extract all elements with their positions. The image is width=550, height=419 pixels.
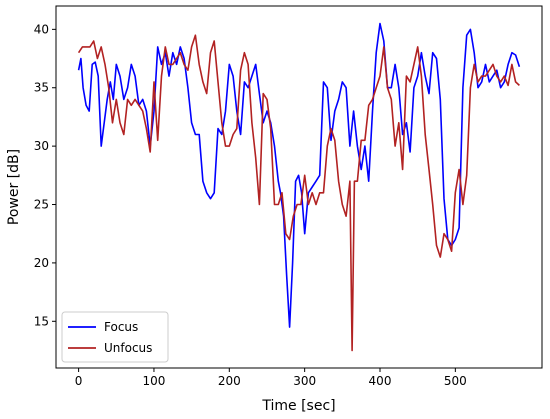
series-layer bbox=[77, 22, 521, 352]
series-line-focus bbox=[77, 22, 521, 328]
x-tick-label: 300 bbox=[293, 374, 316, 388]
legend-box bbox=[61, 311, 169, 363]
y-axis-label: Power [dB] bbox=[6, 149, 22, 225]
x-tick-label: 0 bbox=[75, 374, 83, 388]
y-tick-label: 25 bbox=[34, 198, 49, 212]
y-tick-label: 30 bbox=[34, 139, 49, 153]
x-tick-label: 100 bbox=[143, 374, 166, 388]
y-tick-label: 15 bbox=[34, 314, 49, 328]
y-tick-label: 20 bbox=[34, 256, 49, 270]
x-axis-label: Time [sec] bbox=[261, 398, 335, 414]
x-tick-label: 500 bbox=[444, 374, 467, 388]
x-axis-ticks: 0 100 200 300 400 500 bbox=[75, 368, 467, 388]
y-tick-label: 40 bbox=[34, 22, 49, 36]
y-axis-ticks: 15 20 25 30 35 40 bbox=[34, 22, 56, 328]
y-tick-label: 35 bbox=[34, 81, 49, 95]
series-line-unfocus bbox=[77, 34, 520, 352]
x-tick-label: 200 bbox=[218, 374, 241, 388]
legend-label-focus: Focus bbox=[104, 320, 138, 334]
legend-label-unfocus: Unfocus bbox=[104, 341, 152, 355]
x-tick-label: 400 bbox=[369, 374, 392, 388]
legend: Focus Unfocus bbox=[61, 311, 169, 363]
